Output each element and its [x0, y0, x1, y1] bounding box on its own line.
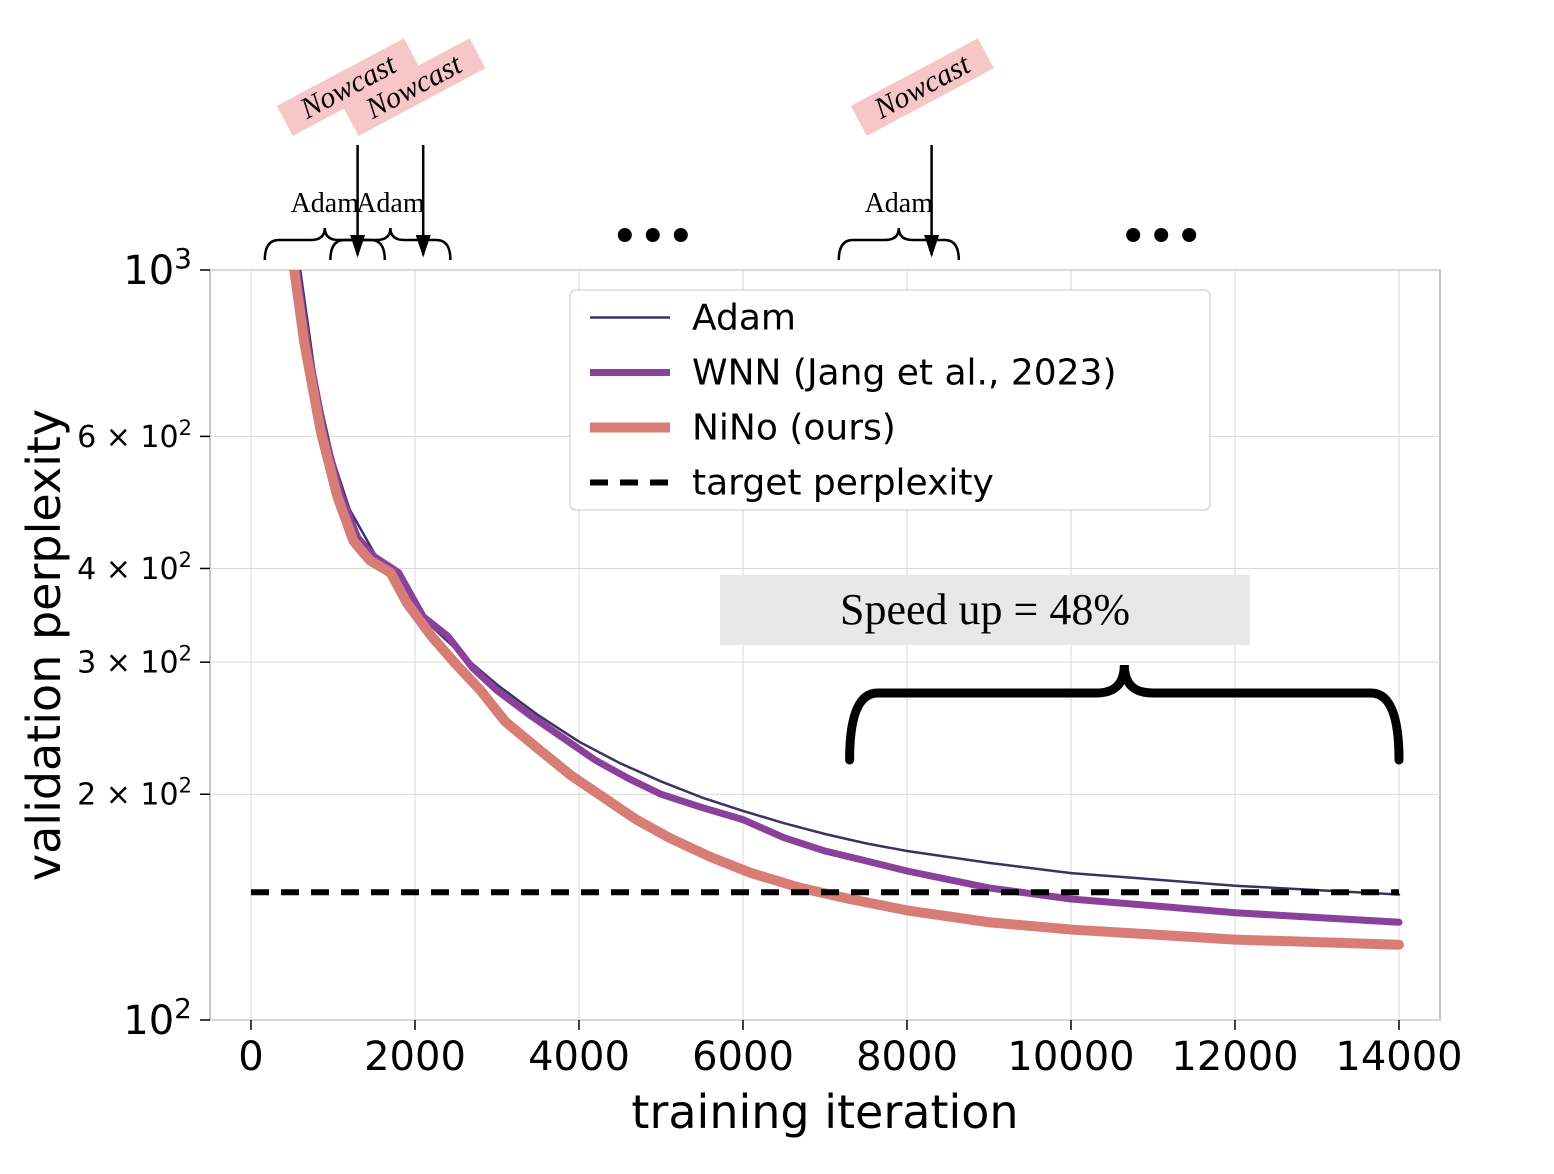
legend-label-target: target perplexity [692, 462, 994, 503]
x-tick-label: 4000 [528, 1034, 630, 1080]
legend-label-nino: NiNo (ours) [692, 407, 896, 448]
chart-container: 0 2000 4000 6000 8000 10000 12000 14000 training… [0, 0, 1554, 1174]
y-tick-label: 6 × 102 [77, 416, 192, 455]
x-axis-label: training iteration [631, 1085, 1018, 1139]
speedup-text: Speed up = 48% [840, 585, 1130, 634]
ellipsis-dot [1182, 228, 1196, 242]
adam-brace [265, 228, 385, 260]
adam-annot-label: Adam [865, 188, 934, 219]
nowcast-label: Nowcast [868, 47, 976, 125]
legend: Adam WNN (Jang et al., 2023) NiNo (ours) ta… [570, 290, 1210, 510]
x-tick-label: 10000 [1007, 1034, 1134, 1080]
ellipsis-dot [618, 228, 632, 242]
adam-annot-label: Adam [356, 188, 425, 219]
x-tick-label: 14000 [1335, 1034, 1462, 1080]
ellipsis-dot [674, 228, 688, 242]
nowcast-annot: Nowcast [851, 38, 994, 136]
top-annotations: AdamNowcastAdamNowcastAdamNowcast [265, 38, 1196, 260]
ellipsis-dot [1126, 228, 1140, 242]
adam-annot-label: Adam [291, 188, 360, 219]
y-axis-label: validation perplexity [17, 409, 71, 881]
legend-label-adam: Adam [692, 297, 796, 338]
legend-label-wnn: WNN (Jang et al., 2023) [692, 352, 1117, 393]
x-ticks: 0 2000 4000 6000 8000 10000 12000 14000 [238, 1020, 1462, 1080]
y-tick-label: 4 × 102 [77, 548, 192, 587]
y-tick-label: 2 × 102 [77, 774, 192, 813]
ellipsis-dot [1154, 228, 1168, 242]
chart-svg: 0 2000 4000 6000 8000 10000 12000 14000 training… [0, 0, 1554, 1174]
y-tick-label: 3 × 102 [77, 642, 192, 681]
y-tick-label: 102 [123, 992, 192, 1045]
x-tick-label: 8000 [856, 1034, 958, 1080]
x-tick-label: 12000 [1171, 1034, 1298, 1080]
x-tick-label: 0 [238, 1034, 263, 1080]
x-tick-label: 6000 [692, 1034, 794, 1080]
ellipsis-dot [646, 228, 660, 242]
y-ticks: 102 2 × 102 3 × 102 4 × 102 6 × 102 103 [77, 242, 210, 1045]
y-tick-label: 103 [123, 242, 192, 295]
x-tick-label: 2000 [364, 1034, 466, 1080]
adam-brace [839, 228, 959, 260]
adam-brace [330, 228, 450, 260]
